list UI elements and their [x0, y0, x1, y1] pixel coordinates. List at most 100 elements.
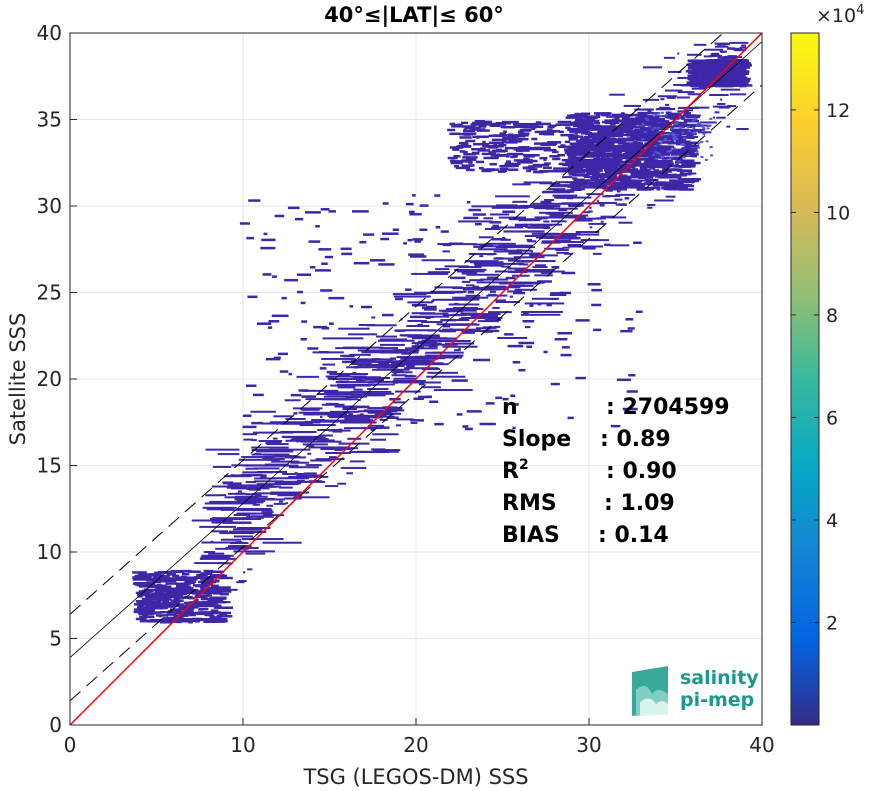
density-streak — [618, 124, 631, 128]
density-streak — [318, 420, 339, 423]
density-streak — [739, 69, 743, 72]
density-streak — [404, 367, 439, 370]
density-streak — [602, 158, 616, 162]
density-streak — [491, 237, 507, 241]
density-streak — [321, 403, 345, 406]
density-streak — [552, 189, 565, 192]
density-streak — [516, 147, 533, 151]
stat-value: : 1.09 — [604, 491, 675, 516]
density-streak — [600, 146, 607, 150]
density-streak — [614, 176, 629, 180]
density-streak — [477, 248, 508, 251]
density-streak — [183, 581, 195, 585]
density-streak — [507, 290, 523, 293]
density-streak — [459, 136, 472, 139]
density-streak — [684, 141, 698, 145]
density-streak — [567, 416, 574, 420]
density-streak — [513, 256, 519, 259]
density-streak — [215, 617, 228, 621]
density-streak — [151, 578, 166, 581]
density-streak — [588, 210, 593, 213]
density-streak — [682, 114, 696, 117]
density-streak — [543, 132, 554, 136]
density-streak — [410, 422, 418, 425]
density-streak — [560, 189, 570, 192]
density-streak — [577, 161, 591, 164]
density-streak — [697, 131, 712, 134]
density-streak — [197, 591, 212, 595]
density-streak — [603, 145, 610, 149]
density-streak — [218, 576, 233, 580]
density-streak — [606, 115, 617, 118]
density-streak — [462, 156, 469, 159]
density-streak — [688, 125, 693, 129]
density-streak — [432, 298, 474, 301]
density-streak — [460, 309, 477, 312]
density-streak — [518, 146, 530, 149]
density-streak — [222, 562, 233, 565]
density-streak — [517, 137, 529, 141]
density-streak — [230, 474, 235, 477]
density-streak — [739, 46, 747, 49]
density-streak — [472, 285, 480, 288]
density-streak — [519, 205, 555, 208]
density-streak — [198, 608, 204, 611]
density-streak — [142, 609, 156, 612]
density-streak — [741, 44, 746, 47]
density-streak — [552, 157, 561, 161]
density-streak — [252, 503, 260, 506]
density-streak — [135, 617, 147, 621]
density-streak — [650, 186, 661, 190]
density-streak — [561, 169, 567, 173]
density-streak — [445, 328, 475, 331]
density-streak — [679, 171, 684, 175]
density-streak — [653, 169, 660, 172]
density-streak — [472, 243, 493, 246]
density-streak — [622, 122, 638, 126]
density-streak — [492, 149, 508, 153]
density-streak — [471, 148, 483, 151]
density-streak — [577, 149, 586, 153]
density-streak — [711, 80, 721, 83]
density-cell-high — [695, 124, 699, 127]
density-streak — [567, 185, 581, 188]
density-streak — [524, 158, 533, 162]
density-streak — [643, 176, 654, 179]
density-streak — [673, 83, 693, 86]
x-tick-label: 40 — [749, 733, 774, 757]
density-streak — [673, 182, 679, 186]
density-streak — [300, 337, 307, 341]
density-streak — [605, 188, 613, 191]
density-streak — [495, 195, 530, 198]
density-streak — [400, 381, 441, 384]
density-streak — [721, 60, 732, 63]
density-streak — [703, 55, 712, 58]
density-streak — [491, 138, 507, 142]
density-streak — [516, 149, 530, 152]
density-streak — [647, 143, 656, 146]
density-streak — [549, 294, 567, 297]
density-streak — [268, 326, 273, 329]
density-streak — [572, 167, 584, 171]
density-streak — [305, 211, 321, 214]
density-streak — [268, 448, 311, 451]
density-streak — [570, 165, 587, 169]
density-streak — [254, 492, 280, 495]
density-streak — [489, 124, 501, 127]
density-streak — [364, 378, 375, 381]
density-streak — [590, 143, 601, 147]
density-streak — [154, 590, 165, 593]
density-streak — [602, 163, 608, 167]
density-streak — [568, 137, 577, 140]
density-streak — [173, 614, 183, 618]
density-streak — [669, 115, 682, 118]
density-streak — [187, 596, 195, 600]
density-streak — [625, 153, 641, 157]
density-streak — [593, 135, 604, 138]
density-streak — [621, 163, 634, 166]
density-streak — [725, 66, 734, 70]
density-streak — [466, 410, 482, 413]
density-cell-high — [692, 127, 696, 130]
density-streak — [477, 268, 487, 271]
density-streak — [352, 376, 381, 379]
